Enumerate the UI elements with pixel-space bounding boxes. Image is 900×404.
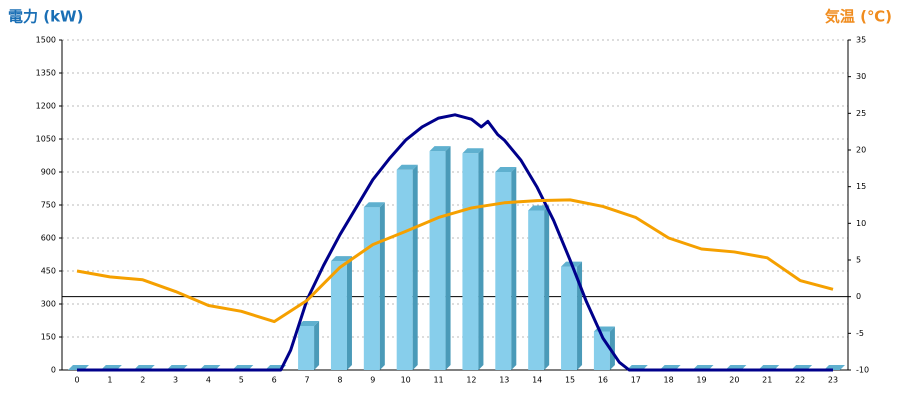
bar-face [429, 151, 446, 370]
bar [429, 146, 451, 370]
bar [330, 256, 352, 370]
x-tick-label: 20 [729, 376, 739, 385]
bar-face [495, 172, 512, 370]
chart-title: 電力 (kW) [8, 8, 83, 26]
bar-face [429, 146, 451, 152]
bar-face [396, 164, 418, 170]
x-tick-label: 17 [631, 376, 641, 385]
bar-face [363, 207, 380, 370]
x-tick-label: 10 [401, 376, 411, 385]
y-tick-label: 1500 [36, 36, 56, 45]
bar-face [478, 148, 484, 370]
x-tick-label: 14 [532, 376, 542, 385]
x-tick-label: 3 [173, 376, 178, 385]
y-tick-label: 150 [41, 333, 56, 342]
bar-face [396, 169, 413, 370]
bar-face [298, 326, 315, 370]
x-tick-label: 23 [828, 376, 838, 385]
y-tick-label: 450 [41, 267, 56, 276]
x-tick-label: 8 [337, 376, 342, 385]
bar-face [363, 202, 385, 208]
bar [396, 164, 418, 370]
y2-tick-label: -10 [856, 366, 869, 375]
bar-face [462, 153, 479, 370]
bar [495, 167, 517, 370]
bar-face [561, 266, 578, 370]
x-tick-label: 19 [696, 376, 706, 385]
line [77, 113, 833, 372]
bar [462, 148, 484, 370]
y2-tick-label: 10 [856, 219, 866, 228]
y2-tick-label: -5 [856, 329, 864, 338]
x-tick-label: 15 [565, 376, 575, 385]
y-tick-label: 600 [41, 234, 56, 243]
x-tick-label: 21 [762, 376, 772, 385]
bar-face [346, 256, 352, 370]
x-tick-label: 6 [272, 376, 277, 385]
bar-face [379, 202, 385, 370]
bar-face [314, 321, 320, 370]
bar-face [330, 256, 352, 262]
y2-tick-label: 30 [856, 72, 866, 81]
bar-face [511, 167, 517, 370]
bar [298, 321, 320, 370]
x-tick-label: 13 [499, 376, 509, 385]
bar [593, 326, 615, 370]
x-tick-label: 7 [305, 376, 310, 385]
y2-tick-label: 0 [856, 292, 861, 301]
bar-face [609, 326, 615, 370]
x-tick-label: 22 [795, 376, 805, 385]
x-tick-label: 1 [107, 376, 112, 385]
x-tick-label: 16 [598, 376, 608, 385]
x-tick-label: 0 [74, 376, 79, 385]
y2-title: 気温 (℃) [825, 8, 892, 26]
y2-tick-label: 25 [856, 109, 866, 118]
y2-tick-label: 5 [856, 256, 861, 265]
y-tick-label: 0 [51, 366, 56, 375]
x-tick-label: 9 [370, 376, 375, 385]
y-tick-label: 1050 [36, 135, 56, 144]
x-tick-label: 11 [433, 376, 443, 385]
y-tick-label: 1350 [36, 69, 56, 78]
x-tick-label: 5 [239, 376, 244, 385]
bar [528, 205, 550, 370]
y2-tick-label: 35 [856, 36, 866, 45]
bar-face [445, 146, 451, 370]
bar-face [528, 210, 545, 370]
bar [561, 261, 583, 370]
y-tick-label: 1200 [36, 102, 56, 111]
y-tick-label: 300 [41, 300, 56, 309]
x-tick-label: 18 [664, 376, 674, 385]
bar-face [330, 261, 347, 370]
bar-face [412, 164, 418, 370]
y2-tick-label: 20 [856, 146, 866, 155]
line [76, 198, 834, 324]
bar [363, 202, 385, 370]
y-tick-label: 900 [41, 168, 56, 177]
bar-face [462, 148, 484, 154]
x-tick-label: 2 [140, 376, 145, 385]
x-tick-label: 12 [466, 376, 476, 385]
x-tick-label: 4 [206, 376, 211, 385]
y2-tick-label: 15 [856, 182, 866, 191]
bar-face [544, 205, 550, 370]
bar-face [495, 167, 517, 172]
bar-face [528, 205, 550, 211]
y-tick-label: 750 [41, 201, 56, 210]
bar-face [298, 321, 320, 326]
